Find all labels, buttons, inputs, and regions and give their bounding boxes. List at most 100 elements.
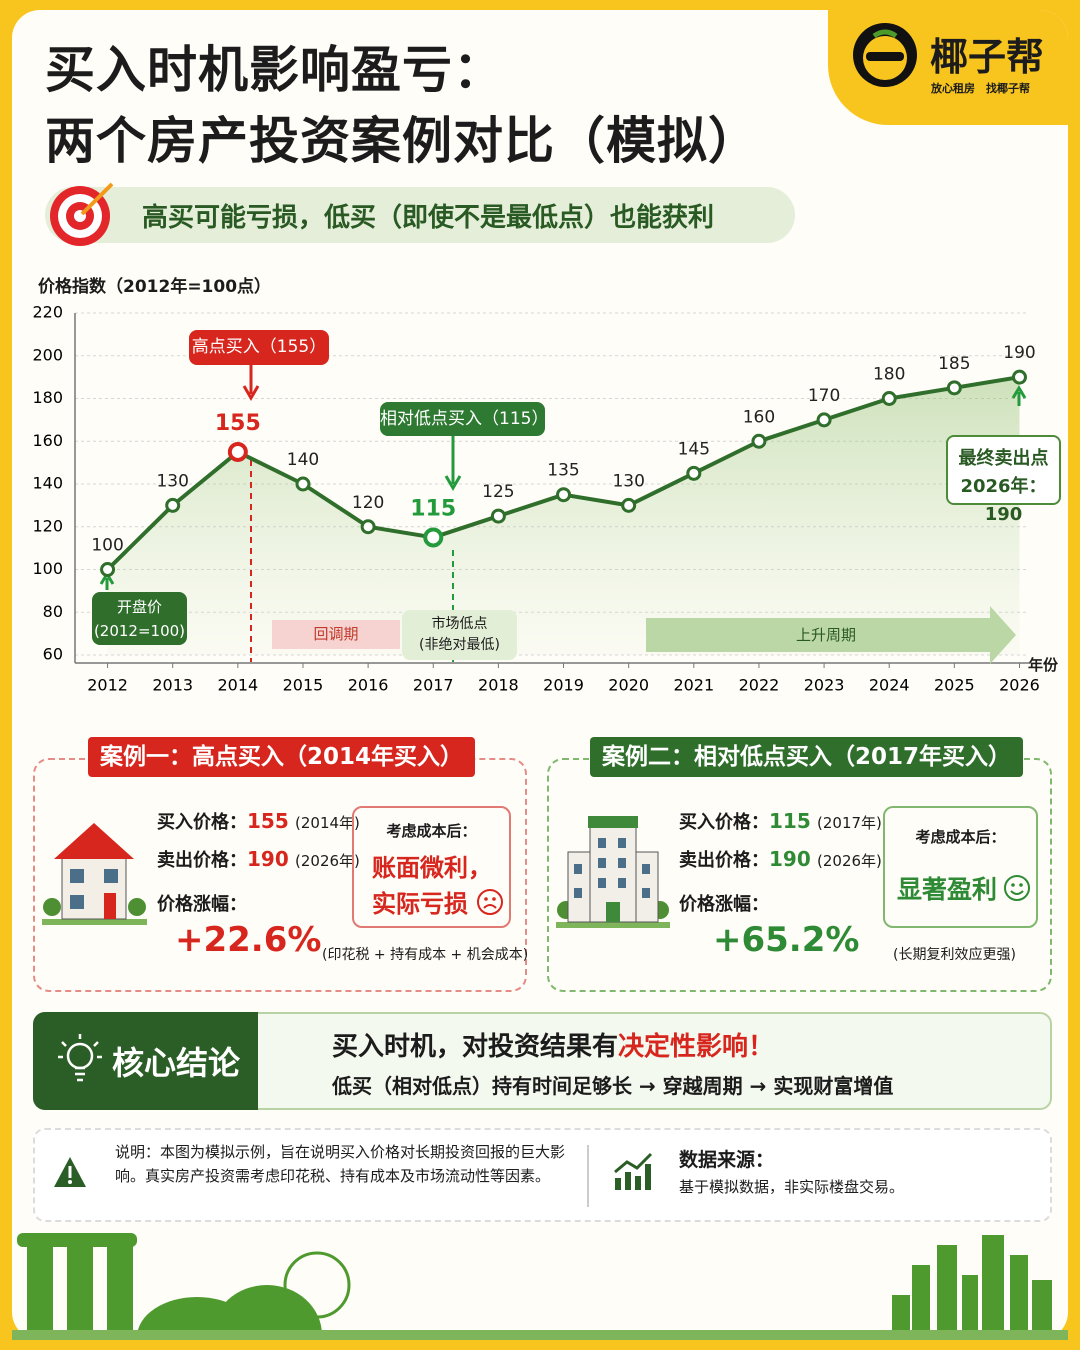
data-label: 155: [215, 411, 261, 436]
data-point: [423, 527, 444, 548]
change-label: 价格涨幅：: [157, 894, 247, 915]
note: (2017年): [817, 814, 882, 832]
data-point: [556, 487, 572, 503]
conclusion-badge: [33, 1012, 258, 1110]
callout-line: (2012=100): [93, 622, 186, 640]
brand: 椰子帮: [930, 35, 1045, 79]
band-label: 回调期: [313, 625, 359, 643]
verdict: 显著盈利: [897, 875, 998, 904]
y-tick-label: 80: [43, 602, 63, 621]
area-fill: [107, 377, 1020, 655]
stats-icon: [614, 1152, 653, 1190]
label: 买入价格：: [679, 812, 769, 833]
subtitle: 高买可能亏损，低买（即使不是最低点）也能获利: [142, 203, 715, 233]
x-tick-label: 2017: [413, 676, 454, 695]
band-label: 上升周期: [795, 626, 856, 644]
price: 155: [247, 809, 289, 833]
smile-icon: [1004, 875, 1030, 901]
arrow: [444, 436, 462, 491]
verdict: 账面微利，: [372, 854, 492, 882]
data-point: [227, 441, 248, 462]
skyline: [12, 1233, 1068, 1340]
x-tick-label: 2014: [217, 676, 258, 695]
source: 基于模拟数据，非实际楼盘交易。: [679, 1178, 905, 1196]
price: 190: [769, 847, 811, 871]
data-label: 120: [352, 493, 384, 513]
change-label: 价格涨幅：: [679, 894, 769, 915]
x-tick-label: 2015: [283, 676, 324, 695]
case-title: 案例二：相对低点买入（2017年买入）: [590, 737, 1024, 777]
data-point: [881, 391, 897, 406]
note: (2014年): [295, 814, 360, 832]
footnote: (长期复利效应更强): [893, 947, 1016, 963]
data-label: 100: [91, 536, 123, 556]
y-tick-label: 200: [32, 345, 63, 364]
data-point: [751, 433, 767, 449]
x-tick-label: 2018: [478, 676, 519, 695]
brand-tagline: 放心租房 找椰子帮: [931, 82, 1030, 95]
conclusion-label: 核心结论: [112, 1044, 241, 1082]
callout: 高点买入（155）: [189, 330, 329, 365]
x-tick-label: 2026: [999, 676, 1040, 695]
data-point: [816, 412, 832, 428]
data-label: 180: [873, 365, 905, 385]
sell-row: 卖出价格：190 (2026年): [157, 846, 360, 872]
data-point: [490, 508, 506, 524]
buy-row: 买入价格：155 (2014年): [157, 808, 360, 834]
x-tick-label: 2013: [152, 676, 193, 695]
bulb-icon: [58, 1034, 102, 1082]
y-tick-label: 60: [43, 645, 63, 664]
data-point: [686, 465, 702, 481]
conclusion-detail: 低买（相对低点）持有时间足够长 → 穿越周期 → 实现财富增值: [332, 1074, 894, 1098]
y-axis-label: 价格指数（2012年=100点）: [38, 277, 272, 297]
change-value: +65.2%: [713, 920, 860, 960]
callout: 相对低点买入（115）: [380, 402, 548, 436]
y-tick-label: 160: [32, 431, 63, 450]
divider: [587, 1145, 589, 1207]
headline-emphasis: 决定性影响！: [618, 1032, 775, 1062]
data-label: 130: [156, 471, 188, 491]
label: 卖出价格：: [157, 850, 247, 871]
headline-text: 买入时机，对投资结果有: [332, 1032, 619, 1062]
price: 190: [247, 847, 289, 871]
data-label: 135: [547, 461, 579, 481]
note: (2026年): [295, 852, 360, 870]
x-tick-label: 2016: [348, 676, 389, 695]
case-title: 案例一：高点买入（2014年买入）: [88, 737, 476, 777]
callout-line: 最终卖出点: [958, 448, 1049, 469]
verdict-box: 考虑成本后： 显著盈利: [883, 806, 1038, 928]
x-tick-label: 2012: [87, 676, 128, 695]
callout-line: 开盘价: [116, 598, 162, 616]
label: 买入价格：: [157, 812, 247, 833]
y-tick-label: 180: [32, 388, 63, 407]
callout: 最终卖出点 2026年：190: [946, 435, 1061, 525]
data-label: 190: [1003, 343, 1035, 363]
data-label: 140: [287, 450, 319, 470]
conclusion-headline: 买入时机，对投资结果有决定性影响！: [332, 1026, 774, 1063]
price: 115: [769, 809, 811, 833]
callout: 开盘价 (2012=100): [92, 592, 187, 645]
subtitle-pill: [45, 187, 795, 243]
x-tick-label: 2020: [608, 676, 649, 695]
data-point: [165, 497, 181, 513]
data-label: 130: [612, 471, 644, 491]
y-tick-label: 100: [32, 559, 63, 578]
data-point: [621, 497, 637, 513]
y-tick-label: 220: [32, 303, 63, 322]
x-tick-label: 2023: [804, 676, 845, 695]
target-icon: [50, 182, 114, 246]
data-label: 115: [410, 496, 456, 521]
data-label: 185: [938, 354, 970, 374]
logo-icon: [853, 23, 917, 87]
arrow: [242, 365, 260, 401]
verdict: 实际亏损: [372, 890, 468, 918]
change-value: +22.6%: [175, 920, 322, 960]
sell-row: 卖出价格：190 (2026年): [679, 846, 882, 872]
callout-line: (非绝对最低): [419, 637, 500, 653]
data-point: [295, 476, 311, 492]
callout: 市场低点 (非绝对最低): [402, 610, 517, 660]
data-label: 125: [482, 482, 514, 502]
x-axis-label: 年份: [1028, 656, 1059, 674]
x-tick-label: 2021: [673, 676, 714, 695]
after-cost-label: 考虑成本后：: [915, 828, 1006, 846]
